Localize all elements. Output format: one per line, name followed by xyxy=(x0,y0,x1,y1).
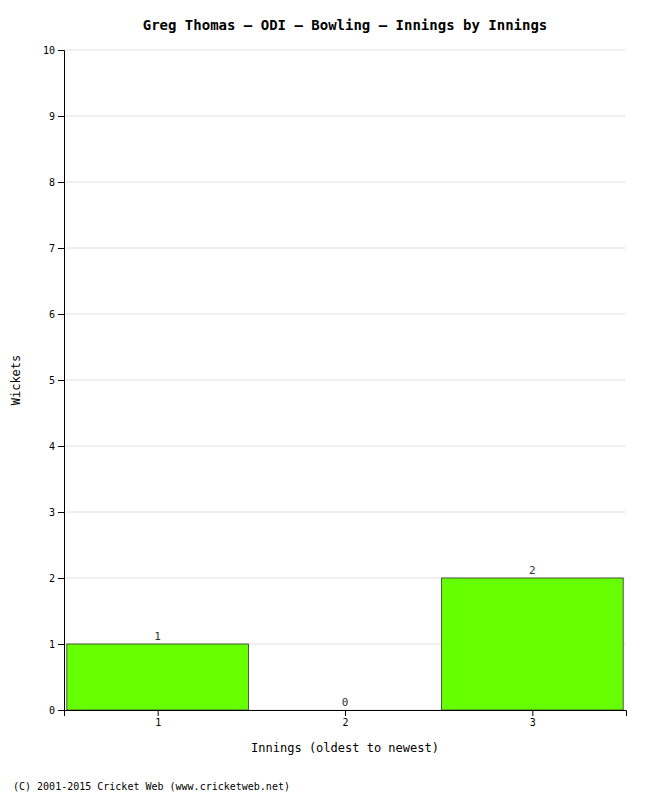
tick-mark xyxy=(58,512,64,513)
plot: 102123012345678910 xyxy=(43,45,627,728)
bar xyxy=(254,710,436,711)
tick-mark xyxy=(58,50,64,51)
grid-line xyxy=(64,116,626,117)
tick-mark xyxy=(58,644,64,645)
bar xyxy=(67,644,249,710)
bar xyxy=(441,578,623,710)
data-label: 0 xyxy=(342,696,349,709)
grid-line xyxy=(64,314,626,315)
tick-mark xyxy=(58,314,64,315)
grid-line xyxy=(64,512,626,513)
tick: 6 xyxy=(49,309,64,320)
annotation: (C) 2001-2015 Cricket Web (www.cricketwe… xyxy=(13,781,290,792)
tick: 3 xyxy=(530,710,536,728)
x-axis-title: Innings (oldest to newest) xyxy=(251,741,439,755)
tick: 1 xyxy=(155,710,161,728)
tick-mark xyxy=(58,182,64,183)
axis-line xyxy=(58,51,65,711)
tick-mark xyxy=(58,380,64,381)
tick: 1 xyxy=(49,639,64,650)
tick-mark xyxy=(58,248,64,249)
tick-mark xyxy=(345,710,346,716)
bars xyxy=(67,578,623,710)
grid-line xyxy=(64,248,626,249)
axis-line xyxy=(65,711,627,717)
tick-mark xyxy=(158,710,159,716)
tick: 2 xyxy=(342,710,348,728)
tick: 5 xyxy=(49,375,64,386)
data-label: 1 xyxy=(154,630,161,643)
tick-label: 3 xyxy=(530,717,536,728)
tick-label: 1 xyxy=(49,639,55,650)
tick: 7 xyxy=(49,243,64,254)
tick: 10 xyxy=(43,45,64,56)
title: Greg Thomas – ODI – Bowling – Innings by… xyxy=(143,17,548,33)
y-axis: 0 1 2 3 4 5 6 7 8 9 10 xyxy=(43,45,65,716)
tick-mark xyxy=(58,446,64,447)
tick-mark xyxy=(58,710,64,711)
tick-mark xyxy=(532,710,533,716)
tick-label: 10 xyxy=(43,45,55,56)
tick-label: 7 xyxy=(49,243,55,254)
tick-label: 2 xyxy=(49,573,55,584)
tick-label: 3 xyxy=(49,507,55,518)
tick: 4 xyxy=(49,441,64,452)
tick-label: 9 xyxy=(49,111,55,122)
tick: 0 xyxy=(49,705,64,716)
x-axis: 1 2 3 xyxy=(65,710,627,728)
tick-mark xyxy=(58,578,64,579)
chart: 102123012345678910Greg Thomas – ODI – Bo… xyxy=(0,0,650,800)
tick-label: 8 xyxy=(49,177,55,188)
tick-label: 4 xyxy=(49,441,55,452)
grid-line xyxy=(64,50,626,51)
tick: 8 xyxy=(49,177,64,188)
grid-line xyxy=(64,380,626,381)
grid-line xyxy=(64,182,626,183)
data-labels: 1 0 2 xyxy=(154,564,535,709)
tick: 2 xyxy=(49,573,64,584)
grid xyxy=(64,50,626,710)
tick: 9 xyxy=(49,111,64,122)
tick-label: 0 xyxy=(49,705,55,716)
y-axis-title: Wickets xyxy=(9,355,23,406)
data-label: 2 xyxy=(529,564,536,577)
tick: 3 xyxy=(49,507,64,518)
grid-line xyxy=(64,446,626,447)
tick-label: 5 xyxy=(49,375,55,386)
tick-label: 2 xyxy=(342,717,348,728)
tick-label: 6 xyxy=(49,309,55,320)
tick-mark xyxy=(58,116,64,117)
tick-label: 1 xyxy=(155,717,161,728)
